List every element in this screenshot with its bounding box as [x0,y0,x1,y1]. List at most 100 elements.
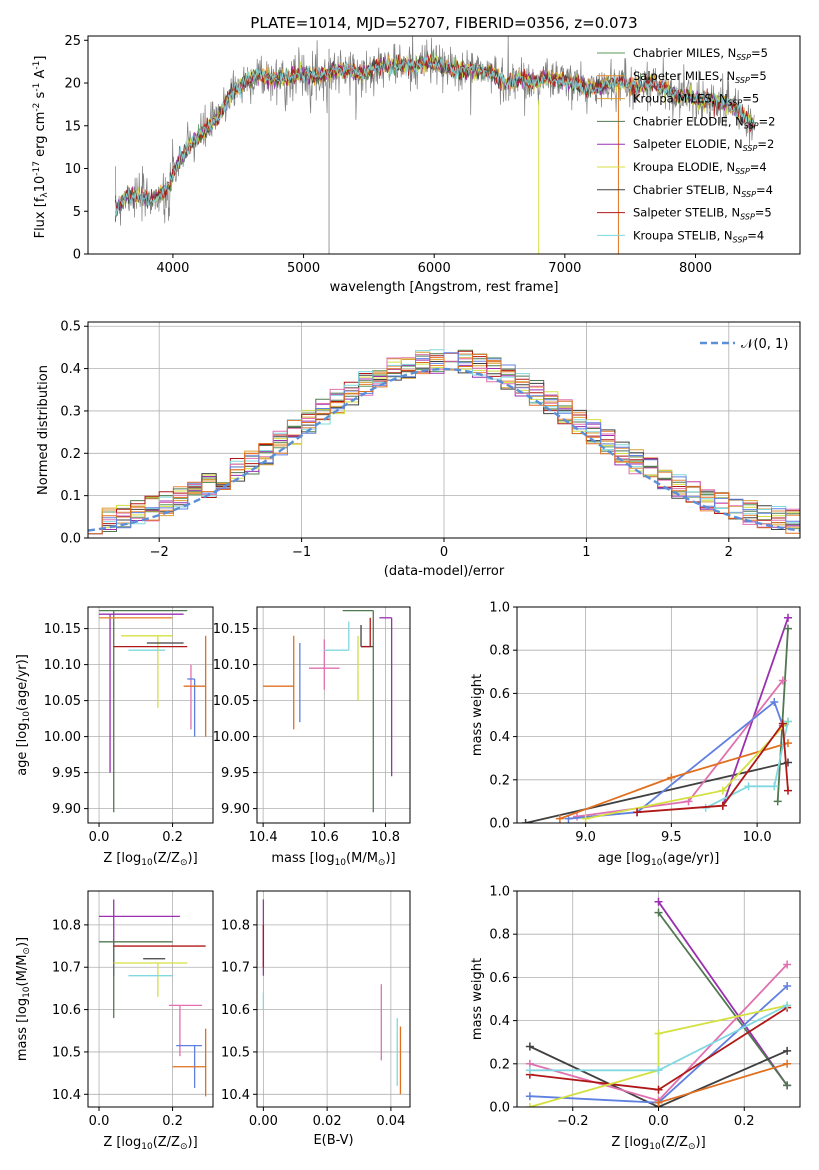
x-tick-label: 0.00 [249,1114,278,1129]
legend-entry: Kroupa ELODIE, NSSP=4 [633,160,767,176]
x-tick-label: 9.5 [661,830,682,845]
legend-entry: Chabrier MILES, NSSP=5 [633,46,768,62]
gaussian-curve [88,367,800,532]
error-bar-point [99,941,173,1019]
x-axis-label: Z [log10(Z/Z⊙)] [103,1135,197,1152]
mass-weight-series [657,912,788,1086]
axis-frame [256,606,411,824]
y-tick-label: 1.0 [489,885,510,900]
y-axis-label: mass weight [470,958,485,1040]
x-tick-label: 9.0 [575,830,596,845]
data-point [778,719,787,728]
mass-weight-series [705,721,789,809]
data-point [783,1081,792,1090]
legend-entry: Salpeter MILES, NSSP=5 [633,69,767,85]
y-tick-label: 0.3 [60,404,81,419]
x-tick-label: 0.02 [313,1114,342,1129]
panel-spectrum: 4000 5000 6000 7000 8000 0 5 10 15 20 25 wavelength… [32,34,801,295]
y-tick-label: 0.0 [489,817,510,832]
y-tick-label: 0.2 [60,447,81,462]
axis-frame [256,890,411,1108]
figure-title: PLATE=1014, MJD=52707, FIBERID=0356, z=0… [250,14,637,32]
axis-frame [516,890,801,1108]
x-tick-label: 0.04 [376,1114,405,1129]
y-axis-label: age [log10(age/yr)] [15,654,32,776]
plot-area-spectrum [115,36,755,254]
mass-weight-series [525,761,789,823]
y-tick-label: 5 [73,205,81,220]
data-point [654,1085,663,1094]
y-tick-label: 1.0 [489,601,510,616]
data-point [654,897,663,906]
model-spectrum [115,56,755,216]
y-axis-label: mass weight [470,674,485,756]
x-tick-label: −2 [150,545,169,560]
data-point [770,782,779,791]
data-point [654,1029,663,1038]
y-tick-label: 10.4 [221,1088,250,1103]
x-tick-label: 2 [725,545,733,560]
x-tick-label: 0 [440,545,448,560]
x-axis-label: age [log10(age/yr)] [598,851,720,868]
model-spectrum [115,53,755,214]
mass-weight-series [721,617,789,806]
data-point [783,739,792,748]
data-point [654,1098,663,1107]
data-point [783,1001,792,1010]
data-point [581,814,590,823]
error-bar-point [99,613,184,773]
data-point [783,717,792,726]
x-axis-label: Z [log10(Z/Z⊙)] [103,851,197,868]
grid-massweight-vs-Z [517,890,800,1108]
data-point [654,908,663,917]
data-point [783,624,792,633]
legend-entry: Kroupa MILES, NSSP=5 [633,92,759,108]
y-tick-label: 0.5 [60,320,81,335]
panel-massweight-vs-Z: −0.2 0.0 0.2 0.0 0.2 0.4 0.6 0.8 1.0 Z [log10(Z/Z… [470,885,801,1152]
y-tick-label: 0.0 [60,532,81,547]
data-point [783,960,792,969]
mass-weight-series [529,1045,788,1107]
axis-frame [87,890,214,1108]
error-bar-point [342,609,374,813]
mass-weight-series [776,628,789,802]
y-tick-label: 0.0 [489,1101,510,1116]
grid-mass-vs-EBV [257,891,410,1107]
data-point [783,613,792,622]
y-tick-label: 10.7 [52,961,81,976]
data-point [783,982,792,991]
y-tick-label: 0.4 [489,730,510,745]
y-tick-label: 20 [64,77,81,92]
data-point [521,819,530,823]
y-tick-label: 10.8 [221,918,250,933]
y-tick-label: 10.10 [44,658,81,673]
plot-area-mass-vs-EBV [262,899,402,1095]
data-point [555,814,564,823]
y-tick-label: 0.8 [489,644,510,659]
residual-histogram [88,353,800,535]
error-bar-point [324,621,350,651]
error-bar-point [183,635,207,737]
error-bar-point [168,1004,202,1057]
x-axis-label: Z [log10(Z/Z⊙)] [611,1135,705,1152]
y-tick-label: 10 [64,162,81,177]
y-tick-label: 10.7 [221,961,250,976]
grid-age-vs-Z [88,607,213,823]
grid-age-vs-mass [257,607,410,823]
y-tick-label: 10.05 [213,694,250,709]
y-tick-label: 0.2 [489,1057,510,1072]
error-bar-point [99,609,188,813]
y-axis-label: Flux [fλ10-17 erg cm-2 s-1 A-1] [32,56,50,239]
plot-area-massweight-vs-Z [525,897,792,1107]
y-tick-label: 0.2 [489,773,510,788]
y-axis-label: mass [log10(M/M⊙)] [15,937,32,1061]
x-tick-label: 1 [582,545,590,560]
panel-massweight-vs-age: 9.0 9.5 10.0 0.0 0.2 0.4 0.6 0.8 1.0 age [log10(a… [470,601,801,868]
data-point [667,773,676,782]
x-tick-label: 6000 [418,261,451,276]
data-point [718,786,727,795]
legend-entry: 𝒩(0, 1) [741,337,788,352]
x-tick-label: −0.2 [557,1114,589,1129]
x-tick-label: 7000 [548,261,581,276]
x-tick-label: 4000 [156,261,189,276]
